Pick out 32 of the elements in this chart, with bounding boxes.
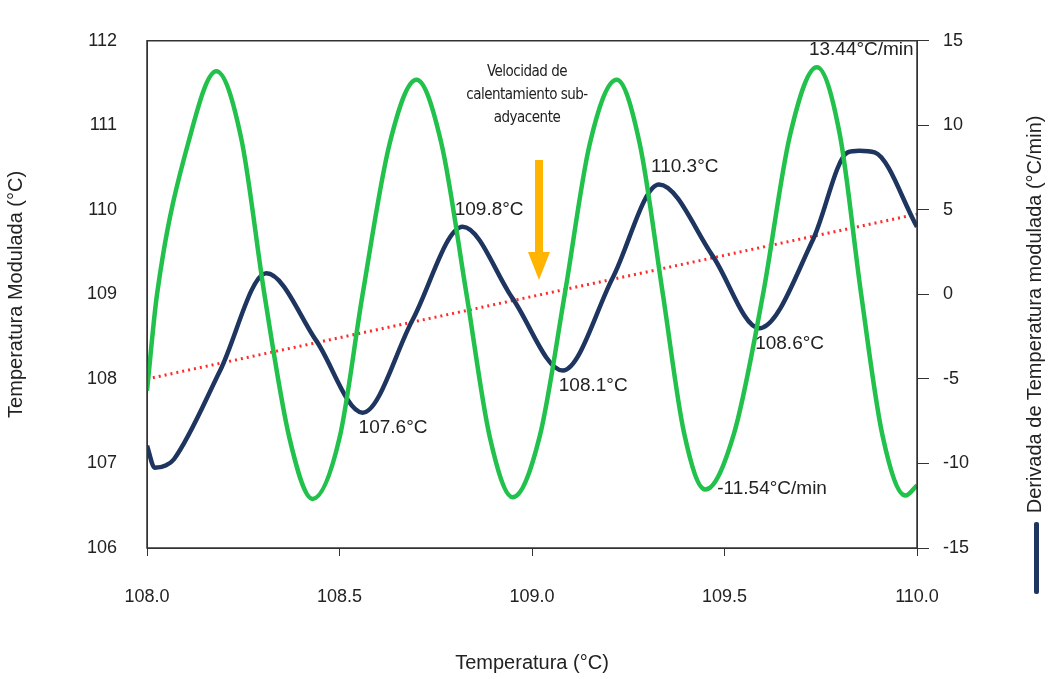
x-tick-label: 108.5 [316, 585, 363, 606]
y-tick-label: 108 [86, 367, 117, 388]
x-axis-title: Temperatura (°C) [455, 650, 609, 673]
y2-tick-label: 0 [943, 283, 954, 304]
x-tick-label: 110.0 [895, 585, 939, 606]
line-series [147, 64, 917, 502]
annotation: -11.54°C/min [717, 477, 827, 499]
x-tick-label: 109.0 [509, 585, 555, 606]
y-tick-label: 107 [86, 452, 117, 473]
annotation: 13.44°C/min [808, 37, 914, 59]
x-tick-label: 109.5 [701, 585, 748, 606]
annotation: 109.8°C [454, 197, 524, 219]
y2-tick-label: 15 [943, 29, 964, 50]
y-tick-label: 106 [86, 536, 117, 557]
y2-tick-label: -15 [943, 536, 970, 557]
annotation: 110.3°C [651, 155, 719, 177]
y-axis-title: Temperatura Modulada (°C) [3, 170, 26, 418]
y2-tick-label: 10 [943, 114, 964, 135]
y2-tick-label: 5 [943, 198, 954, 219]
x-tick-label: 108.0 [124, 585, 170, 606]
y-tick-label: 109 [86, 283, 117, 304]
annotation: 108.6°C [755, 331, 825, 353]
y2-tick-label: -10 [943, 452, 970, 473]
y-tick-label: 111 [89, 114, 117, 135]
line-series [147, 148, 917, 470]
y2-tick-label: -5 [943, 367, 960, 388]
annotation: Velocidad de calentamiento sub-adyacente [465, 61, 589, 128]
annotation: 108.1°C [558, 374, 628, 396]
y-tick-label: 110 [88, 198, 117, 219]
y2-axis-title: Derivada de Temperatura modulada (°C/min) [1022, 115, 1045, 514]
y-tick-label: 112 [88, 29, 117, 50]
annotation: 107.6°C [358, 416, 428, 438]
